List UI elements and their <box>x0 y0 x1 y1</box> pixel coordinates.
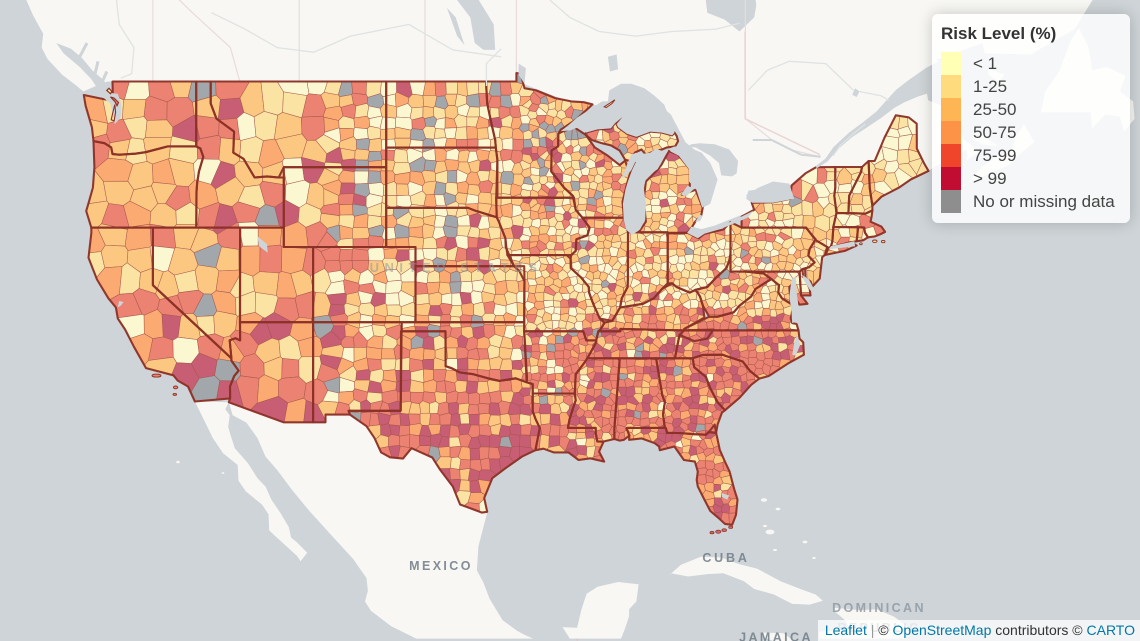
svg-text:MEXICO: MEXICO <box>409 559 473 573</box>
svg-text:CUBA: CUBA <box>702 551 749 565</box>
svg-text:DOMINICAN: DOMINICAN <box>832 601 926 615</box>
svg-text:UNITED STATES: UNITED STATES <box>370 260 543 275</box>
svg-text:JAMAICA: JAMAICA <box>739 631 813 641</box>
